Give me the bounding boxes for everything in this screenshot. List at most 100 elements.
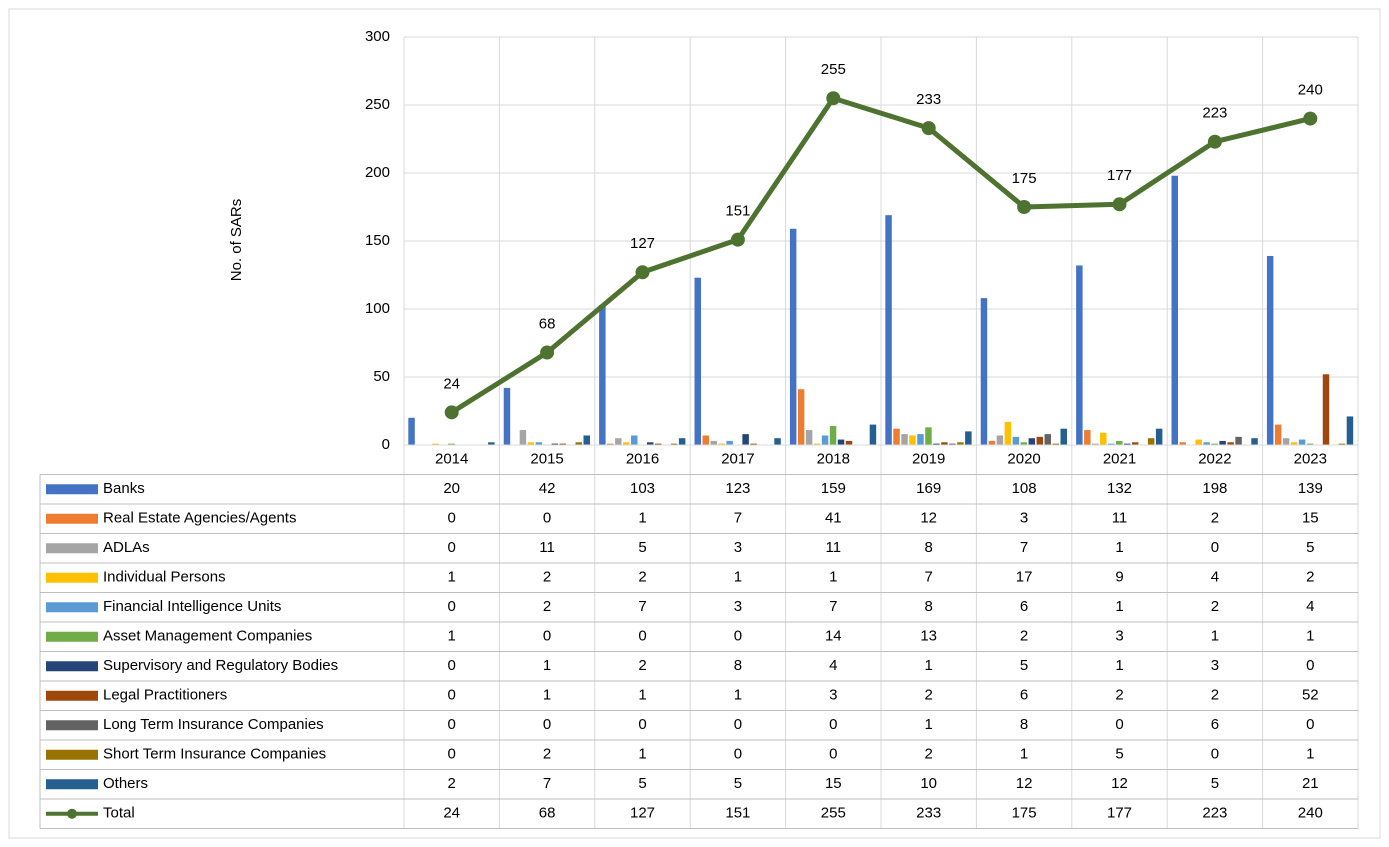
legend-label: Banks <box>103 480 145 497</box>
total-line <box>450 95 1311 415</box>
bar <box>575 442 583 445</box>
table-cell: 5 <box>1020 657 1028 674</box>
table-cell: 3 <box>1211 657 1219 674</box>
bar <box>1028 438 1036 445</box>
table-cell: 2 <box>925 746 933 763</box>
table-cell: 0 <box>638 716 646 733</box>
bar <box>646 442 654 445</box>
table-cell: 2 <box>925 687 933 704</box>
bar <box>1044 434 1052 445</box>
bar <box>949 443 956 445</box>
table-cell: 0 <box>448 510 456 527</box>
bar <box>805 430 813 445</box>
bar <box>1195 439 1202 445</box>
table-cell: 132 <box>1107 480 1132 497</box>
bar <box>957 442 964 445</box>
x-tick-label: 2015 <box>530 451 563 468</box>
table-cell: 12 <box>1016 775 1033 792</box>
y-tick-label: 200 <box>365 164 390 181</box>
table-cell: 1 <box>1115 598 1123 615</box>
bar <box>1092 443 1099 445</box>
bar <box>909 435 916 445</box>
table-cell: 1 <box>734 687 742 704</box>
table-cell: 0 <box>829 746 837 763</box>
bar <box>1108 443 1115 445</box>
table-cell: 12 <box>1111 775 1128 792</box>
legend-label: Individual Persons <box>103 569 226 586</box>
bar <box>1251 438 1258 445</box>
table-cell: 52 <box>1302 687 1319 704</box>
table-cell: 1 <box>543 687 551 704</box>
bar <box>829 425 837 445</box>
bar <box>670 443 678 445</box>
line-marker <box>444 405 459 420</box>
bar <box>965 431 972 445</box>
table-cell: 1 <box>638 746 646 763</box>
bar <box>678 438 686 445</box>
bar <box>1211 443 1218 445</box>
table-cell: 1 <box>829 569 837 586</box>
legend-label: Total <box>103 805 135 822</box>
table-cell: 11 <box>826 539 842 556</box>
table-cell: 255 <box>821 805 846 822</box>
data-label: 127 <box>630 235 655 252</box>
table-cell: 7 <box>1020 539 1028 556</box>
bar <box>1100 432 1107 445</box>
table-cell: 0 <box>448 687 456 704</box>
table-cell: 175 <box>1012 805 1037 822</box>
bar <box>837 439 845 445</box>
bar <box>941 442 948 445</box>
table-cell: 1 <box>1115 657 1123 674</box>
table-cell: 233 <box>916 805 941 822</box>
bar <box>1346 416 1354 445</box>
table-cell: 24 <box>443 805 460 822</box>
legend-label: Long Term Insurance Companies <box>103 716 324 733</box>
table-cell: 6 <box>1020 598 1028 615</box>
bar <box>988 440 996 445</box>
table-cell: 5 <box>1115 746 1123 763</box>
table-cell: 1 <box>638 687 646 704</box>
table-cell: 0 <box>734 716 742 733</box>
bar <box>1076 265 1083 445</box>
table-cell: 14 <box>825 628 842 645</box>
table-cell: 5 <box>638 775 646 792</box>
bar <box>933 443 940 445</box>
table-cell: 1 <box>1211 628 1219 645</box>
bar <box>1227 442 1234 445</box>
table-cell: 169 <box>916 480 941 497</box>
table-cell: 4 <box>829 657 837 674</box>
bar <box>583 435 590 445</box>
bar <box>710 440 717 445</box>
bar <box>527 442 535 445</box>
legend-key <box>46 779 98 790</box>
legend-label: Others <box>103 775 148 792</box>
table-cell: 21 <box>1302 775 1319 792</box>
bar <box>1084 430 1091 445</box>
legend-label: Asset Management Companies <box>103 628 312 645</box>
bar <box>519 430 527 445</box>
table-cell: 5 <box>1306 539 1314 556</box>
table-cell: 2 <box>1020 628 1028 645</box>
table-cell: 0 <box>448 716 456 733</box>
bar <box>1052 443 1060 445</box>
table-cell: 9 <box>1115 569 1123 586</box>
table-cell: 1 <box>1306 628 1314 645</box>
table-cell: 151 <box>725 805 750 822</box>
table-cell: 1 <box>543 657 551 674</box>
legend-label: Financial Intelligence Units <box>103 598 281 615</box>
bar <box>925 427 932 445</box>
x-tick-label: 2021 <box>1103 451 1136 468</box>
line-marker <box>540 345 555 360</box>
bar <box>1290 442 1298 445</box>
bar <box>797 389 805 445</box>
bar <box>885 215 892 445</box>
bar <box>1219 440 1226 445</box>
data-label: 177 <box>1107 167 1132 184</box>
x-tick-label: 2018 <box>817 451 850 468</box>
data-label: 24 <box>443 375 460 392</box>
table-cell: 0 <box>1211 539 1219 556</box>
table-cell: 1 <box>1115 539 1123 556</box>
table-cell: 3 <box>1020 510 1028 527</box>
table-cell: 1 <box>1020 746 1028 763</box>
x-tick-label: 2016 <box>626 451 659 468</box>
